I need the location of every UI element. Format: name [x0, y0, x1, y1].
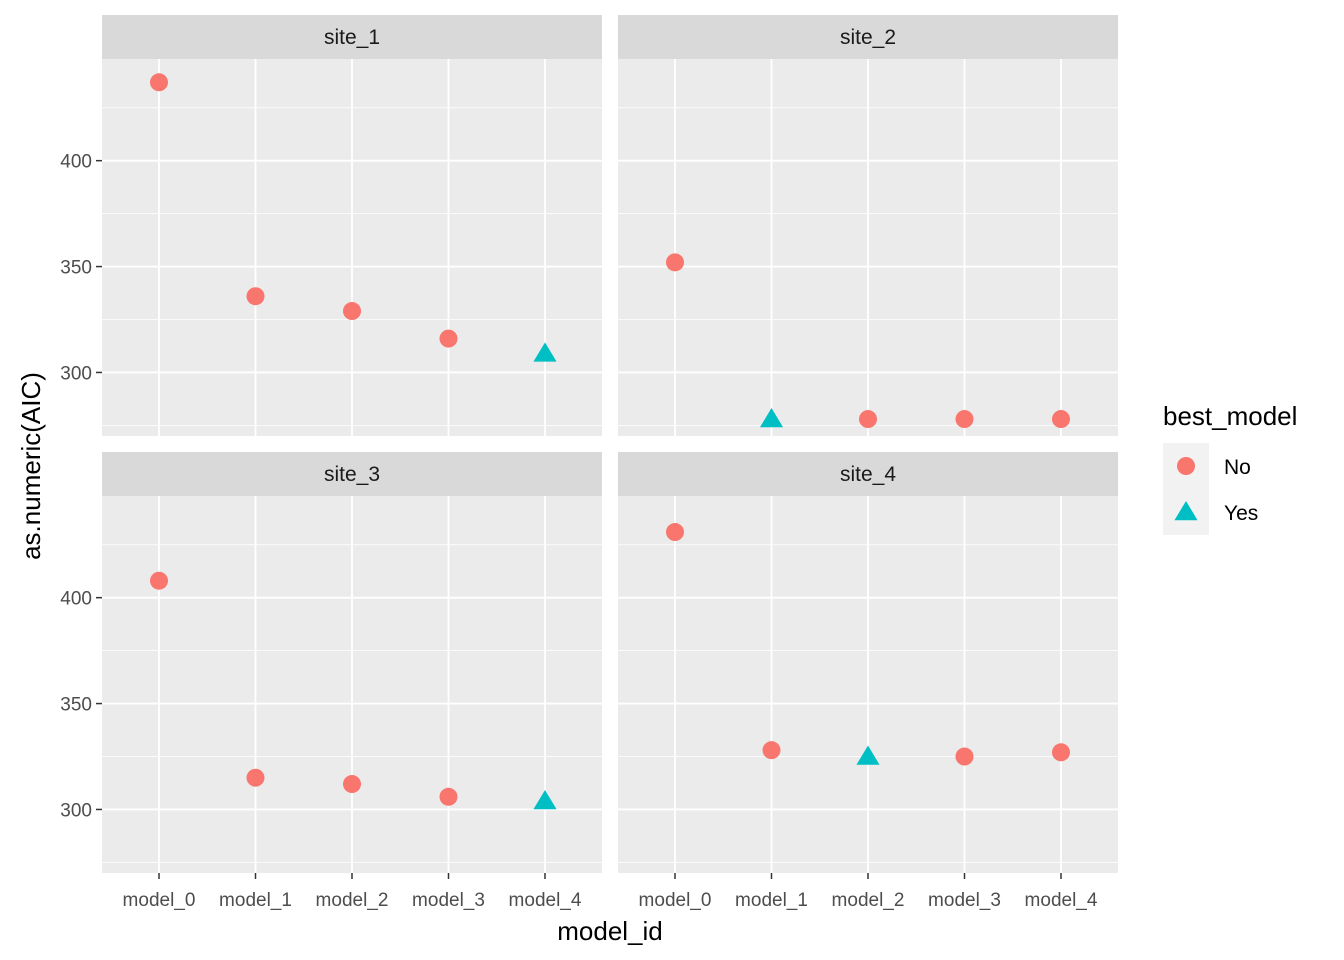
data-point — [666, 523, 684, 542]
facet-strip-label: site_4 — [840, 463, 896, 486]
data-point — [246, 768, 265, 787]
y-tick-label: 300 — [60, 800, 92, 821]
legend-key-triangle — [1174, 501, 1198, 521]
y-tick-label: 400 — [60, 589, 92, 610]
x-tick-label: model_4 — [509, 890, 582, 911]
x-tick-label: model_0 — [123, 890, 196, 911]
facet-strip-label: site_1 — [324, 26, 380, 49]
data-point — [439, 329, 458, 348]
data-point-best — [533, 789, 557, 810]
y-tick-label: 350 — [60, 258, 92, 279]
data-point-best — [759, 408, 784, 428]
data-point — [1052, 743, 1070, 762]
data-point — [1052, 410, 1070, 429]
facet-panel-site_4: site_4 model_0 model_1 model_2 model_3 model_… — [618, 452, 1118, 911]
facet-strip-label: site_3 — [324, 463, 380, 486]
y-axis-title: as.numeric(AIC) — [16, 372, 46, 560]
data-point — [150, 73, 168, 92]
x-tick-label: model_1 — [219, 890, 292, 911]
facet-panel-site_1: site_1 300 350 400 — [60, 15, 602, 436]
y-tick-label: 400 — [60, 152, 92, 173]
legend: best_model No Yes — [1163, 401, 1297, 535]
y-tick-label: 300 — [60, 363, 92, 384]
x-tick-label: model_1 — [735, 890, 808, 911]
data-point — [343, 775, 361, 794]
data-point — [246, 287, 265, 306]
facet-strip — [102, 452, 602, 496]
data-point — [150, 571, 168, 590]
data-point — [439, 787, 458, 806]
x-tick-label: model_0 — [639, 890, 712, 911]
data-point — [955, 747, 974, 766]
facet-strip — [618, 452, 1118, 496]
x-tick-label: model_3 — [412, 890, 485, 911]
facet-strip — [102, 15, 602, 59]
x-axis-title: model_id — [557, 916, 663, 946]
data-point-best — [533, 342, 557, 362]
legend-label-no: No — [1224, 456, 1251, 479]
x-tick-label: model_2 — [316, 890, 389, 911]
legend-key-circle — [1177, 457, 1195, 475]
data-point — [343, 302, 361, 321]
data-point — [955, 410, 974, 429]
facet-panel-site_2: site_2 — [618, 15, 1118, 436]
data-point — [762, 741, 781, 760]
y-tick-label: 350 — [60, 695, 92, 716]
facet-strip — [618, 15, 1118, 59]
facet-panel-site_3: site_3 300 350 400 model_0 model_1 model_2 mode… — [60, 452, 602, 911]
data-point — [859, 410, 877, 429]
x-tick-label: model_4 — [1025, 890, 1098, 911]
legend-title: best_model — [1163, 401, 1297, 431]
x-tick-label: model_3 — [928, 890, 1001, 911]
legend-label-yes: Yes — [1224, 502, 1258, 525]
data-point-best — [856, 745, 880, 765]
facet-strip-label: site_2 — [840, 26, 896, 49]
x-tick-label: model_2 — [832, 890, 905, 911]
data-point — [666, 253, 684, 272]
